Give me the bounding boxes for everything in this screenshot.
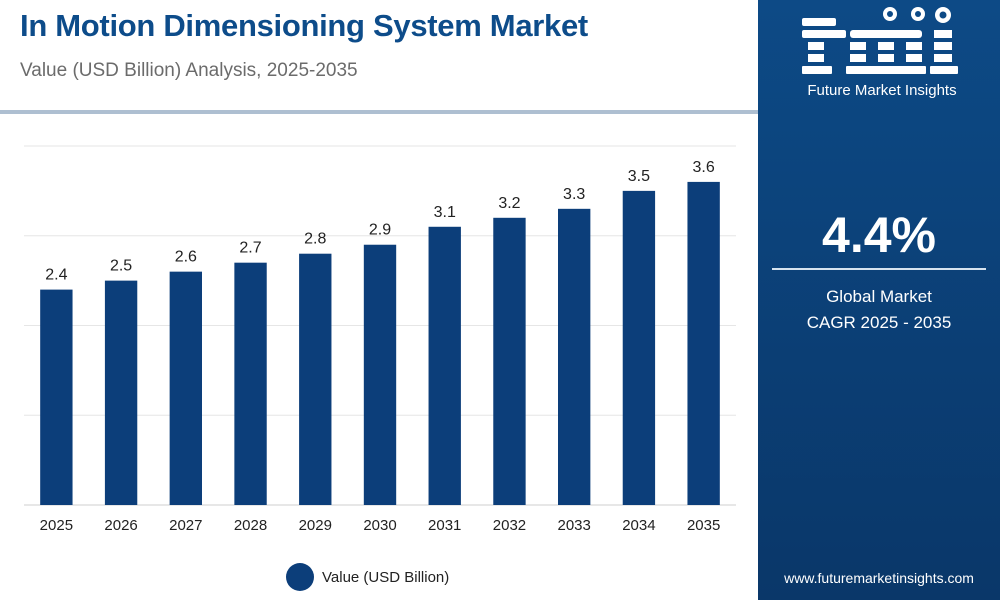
legend: Value (USD Billion) [286, 563, 449, 591]
x-tick-label: 2033 [557, 517, 590, 534]
data-label: 3.3 [563, 186, 585, 203]
data-labels: 2.4 2.5 2.6 2.7 2.8 2.9 3.1 3.2 3.3 3.5 3.6 [45, 159, 715, 284]
x-tick-label: 2030 [363, 517, 396, 534]
info-sidebar: Future Market Insights 4.4% Global Marke… [758, 0, 1000, 600]
bar [363, 244, 397, 505]
data-label: 3.1 [434, 204, 456, 221]
legend-label: Value (USD Billion) [322, 568, 450, 586]
x-tick-label: 2025 [40, 517, 73, 534]
bar [687, 181, 720, 505]
x-tick-label: 2034 [622, 517, 655, 534]
data-label: 2.4 [45, 267, 67, 284]
x-tick-label: 2031 [428, 517, 461, 534]
data-label: 2.9 [369, 222, 391, 239]
header-divider [0, 110, 758, 114]
data-label: 3.5 [628, 168, 650, 185]
bar [622, 190, 656, 505]
bar [234, 262, 267, 505]
data-label: 2.5 [110, 258, 132, 275]
chart-panel: In Motion Dimensioning System Market Val… [0, 8, 758, 591]
cagr-divider [772, 268, 986, 270]
x-tick-label: 2032 [493, 517, 526, 534]
page-subtitle: Value (USD Billion) Analysis, 2025-2035 [20, 60, 358, 81]
brand-name: Future Market Insights [807, 82, 957, 99]
x-tick-labels: 2025 2026 2027 2028 2029 2030 2031 2032 2033 2034… [40, 517, 721, 534]
bar [104, 280, 138, 505]
bar [428, 226, 461, 505]
cagr-value: 4.4% [822, 207, 936, 263]
data-label: 3.6 [693, 159, 715, 176]
data-label: 2.8 [304, 231, 326, 248]
bar [40, 289, 73, 505]
cagr-label-line1: Global Market [826, 287, 932, 306]
fmi-logo-icon [802, 7, 958, 74]
data-label: 2.6 [175, 249, 197, 266]
bar [493, 217, 526, 506]
data-label: 2.7 [239, 240, 261, 257]
bar [169, 271, 202, 505]
bar [558, 208, 591, 505]
x-tick-label: 2035 [687, 517, 720, 534]
x-tick-label: 2029 [299, 517, 332, 534]
website-link[interactable]: www.futuremarketinsights.com [784, 570, 974, 586]
bar-chart: 2.42.52.62.72.82.93.13.23.33.53.6 2025 20… [24, 145, 736, 534]
x-tick-label: 2026 [104, 517, 137, 534]
bars [40, 181, 720, 506]
cagr-label: Global Market CAGR 2025 - 2035 [758, 284, 1000, 336]
x-tick-label: 2028 [234, 517, 267, 534]
data-label: 3.2 [498, 195, 520, 212]
page-title: In Motion Dimensioning System Market [20, 8, 588, 43]
x-tick-label: 2027 [169, 517, 202, 534]
cagr-label-line2: CAGR 2025 - 2035 [806, 313, 952, 332]
legend-swatch [286, 563, 314, 591]
bar [299, 253, 332, 505]
